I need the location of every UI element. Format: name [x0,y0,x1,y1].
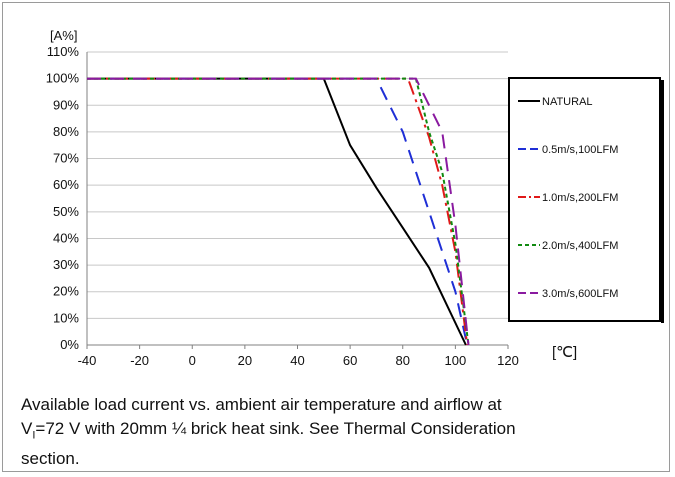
y-axis-label: [A%] [50,28,77,43]
x-tick-label: 120 [497,353,519,368]
x-tick-label: 20 [238,353,252,368]
x-tick-label: -20 [130,353,149,368]
y-tick-label: 110% [47,44,80,59]
legend-box [508,77,661,322]
x-tick-label: 40 [290,353,304,368]
caption-v-symbol: V [21,419,33,438]
derating-chart: 0% 10% 20% 30% 40% 50% 60% 70% 80% 90% 100% 110% -40… [46,28,664,368]
series-line-3 [87,77,469,346]
x-tick-label: 60 [343,353,357,368]
caption-v-subscript: I [32,429,36,442]
x-tick-label: 0 [189,353,196,368]
y-tick-label: 0% [60,337,79,352]
legend-label-3: 1.0m/s,200LFM [542,192,618,204]
legend-shadow [661,80,664,323]
series-layer [87,77,470,346]
series-line-4 [87,77,470,346]
legend-label-1: NATURAL [542,96,593,108]
y-tick-label: 100% [46,71,80,86]
legend-items: NATURAL 0.5m/s,100LFM 1.0m/s,200LFM 2.0m/s,… [518,96,618,300]
y-tick-label: 20% [53,284,79,299]
y-tick-label: 60% [53,177,79,192]
x-axis-unit-label: [℃] [552,344,577,361]
legend-label-5: 3.0m/s,600LFM [542,288,618,300]
y-tick-label: 70% [53,151,79,166]
figure-caption: Available load current vs. ambient air t… [21,393,651,471]
y-tick-label: 40% [53,230,79,245]
y-tick-label: 50% [53,204,79,219]
y-tick-label: 80% [53,124,79,139]
legend-label-2: 0.5m/s,100LFM [542,144,618,156]
y-tick-label: 10% [53,310,79,325]
caption-line-3: section. [21,449,80,469]
series-line-5 [87,77,470,346]
legend: NATURAL 0.5m/s,100LFM 1.0m/s,200LFM 2.0m/s,… [508,77,664,323]
caption-line-1: Available load current vs. ambient air t… [21,395,502,414]
y-tick-label: 90% [53,97,79,112]
axis-layer: 0% 10% 20% 30% 40% 50% 60% 70% 80% 90% 100% 110% -40… [46,44,519,368]
caption-line-2: =72 V with 20mm ¼ brick heat sink. See T… [35,419,516,438]
x-tick-label: 100 [445,353,467,368]
x-tick-label: 80 [396,353,410,368]
figure-frame [2,2,670,472]
y-tick-label: 30% [53,257,79,272]
x-tick-label: -40 [78,353,97,368]
legend-label-4: 2.0m/s,400LFM [542,240,618,252]
